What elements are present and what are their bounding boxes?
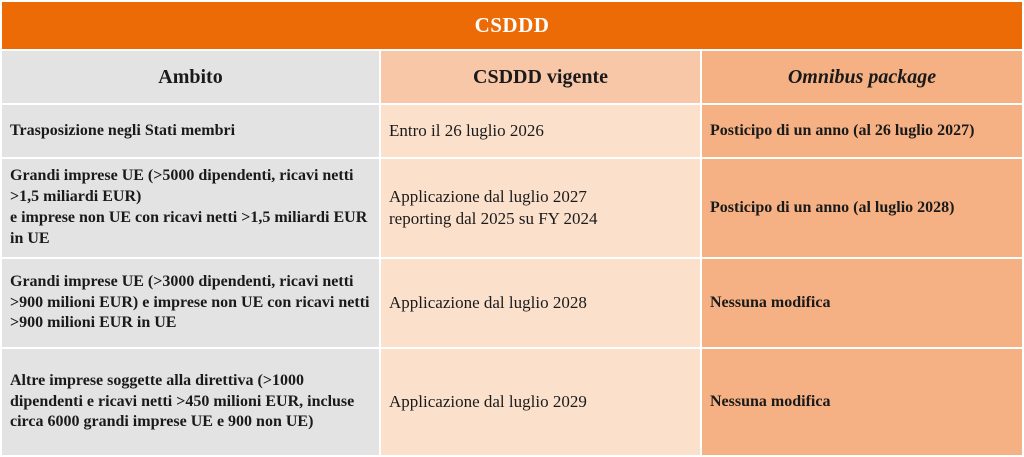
table-header-row: Ambito CSDDD vigente Omnibus package	[2, 51, 1022, 103]
table-row-altre-imprese: Altre imprese soggette alla direttiva (>…	[2, 349, 1022, 455]
column-header-ambito: Ambito	[2, 51, 379, 103]
table-title-row: CSDDD	[2, 2, 1022, 49]
column-header-csddd-vigente: CSDDD vigente	[381, 51, 700, 103]
cell-csddd-vigente: Entro il 26 luglio 2026	[381, 105, 700, 157]
table-row-trasposizione: Trasposizione negli Stati membri Entro i…	[2, 105, 1022, 157]
cell-omnibus-package: Posticipo di un anno (al luglio 2028)	[702, 159, 1022, 257]
cell-omnibus-package: Posticipo di un anno (al 26 luglio 2027)	[702, 105, 1022, 157]
cell-ambito: Altre imprese soggette alla direttiva (>…	[2, 349, 379, 455]
cell-csddd-vigente: Applicazione dal luglio 2029	[381, 349, 700, 455]
table-row-grandi-imprese-5000: Grandi imprese UE (>5000 dipendenti, ric…	[2, 159, 1022, 257]
cell-omnibus-package: Nessuna modifica	[702, 349, 1022, 455]
cell-ambito: Grandi imprese UE (>3000 dipendenti, ric…	[2, 259, 379, 347]
cell-csddd-vigente: Applicazione dal luglio 2028	[381, 259, 700, 347]
cell-csddd-vigente: Applicazione dal luglio 2027 reporting d…	[381, 159, 700, 257]
column-header-omnibus-package: Omnibus package	[702, 51, 1022, 103]
cell-ambito: Trasposizione negli Stati membri	[2, 105, 379, 157]
table-row-grandi-imprese-3000: Grandi imprese UE (>3000 dipendenti, ric…	[2, 259, 1022, 347]
cell-ambito: Grandi imprese UE (>5000 dipendenti, ric…	[2, 159, 379, 257]
cell-omnibus-package: Nessuna modifica	[702, 259, 1022, 347]
table-title: CSDDD	[2, 2, 1022, 49]
